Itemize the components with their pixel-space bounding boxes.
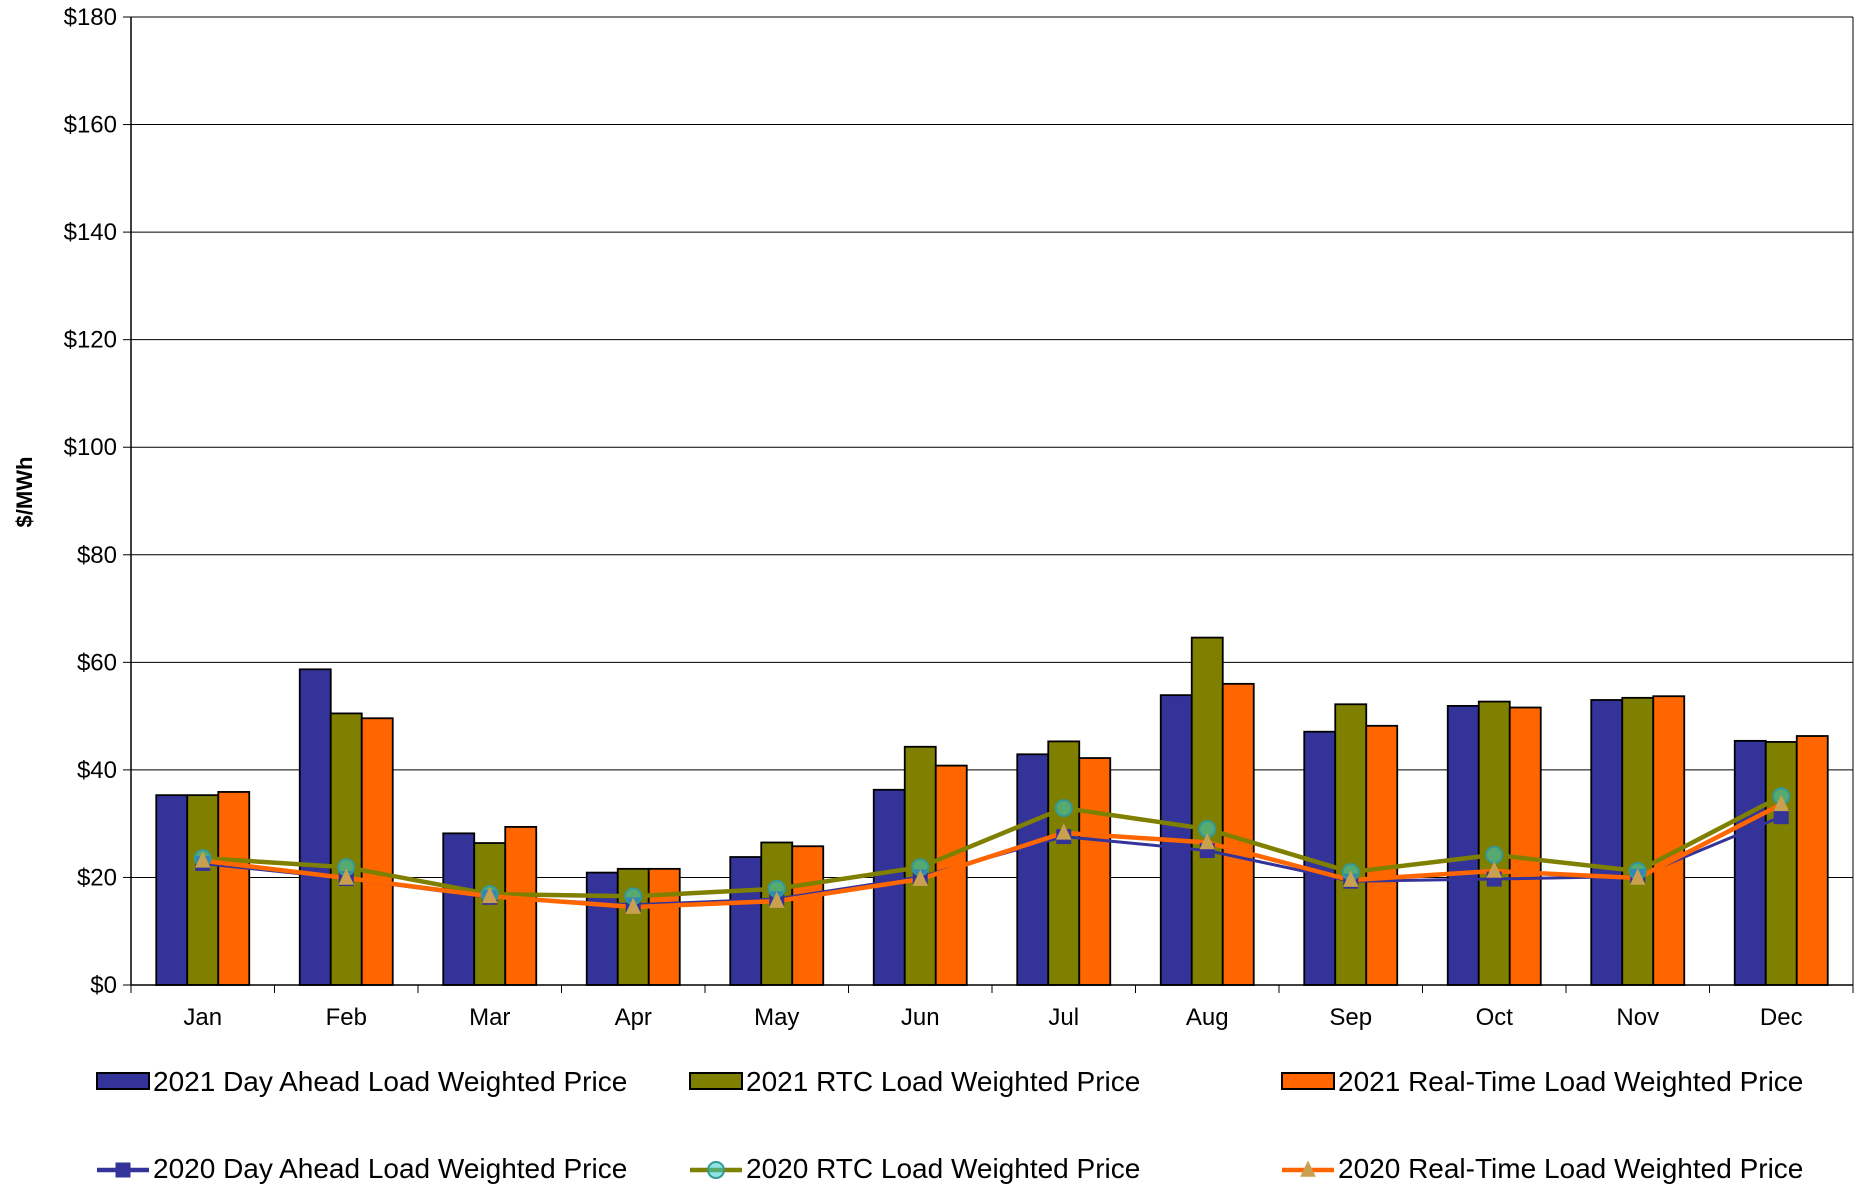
bar bbox=[1621, 696, 1655, 986]
legend-label: 2021 Real-Time Load Weighted Price bbox=[1338, 1066, 1803, 1097]
legend-label: 2020 Day Ahead Load Weighted Price bbox=[153, 1153, 627, 1184]
y-tick-label: $120 bbox=[64, 327, 117, 354]
bar bbox=[791, 845, 825, 986]
bar bbox=[1016, 753, 1050, 986]
legend-swatch bbox=[1281, 1072, 1335, 1090]
marker-triangle bbox=[1199, 832, 1216, 850]
marker-circle bbox=[1054, 799, 1073, 818]
bar bbox=[1047, 740, 1081, 986]
marker-circle bbox=[707, 1161, 725, 1179]
marker-circle bbox=[1485, 845, 1504, 864]
bar bbox=[585, 871, 619, 986]
x-tick-label: Jul bbox=[1048, 1004, 1079, 1031]
x-tick-label: Aug bbox=[1186, 1004, 1229, 1031]
bar bbox=[504, 825, 538, 986]
bar bbox=[1508, 706, 1542, 986]
legend-swatch bbox=[689, 1072, 743, 1090]
marker-square bbox=[1773, 809, 1789, 825]
y-axis-title: $/MWh bbox=[12, 457, 37, 528]
x-tick-label: Nov bbox=[1616, 1004, 1659, 1031]
marker-triangle bbox=[1342, 870, 1359, 887]
bar bbox=[442, 832, 476, 986]
x-tick-label: Apr bbox=[615, 1004, 652, 1031]
y-tick-label: $40 bbox=[77, 757, 117, 784]
bar bbox=[1652, 695, 1686, 986]
marker-triangle bbox=[912, 869, 929, 886]
legend-label: 2021 Day Ahead Load Weighted Price bbox=[153, 1066, 627, 1097]
bar bbox=[1477, 700, 1511, 986]
marker-triangle bbox=[1486, 861, 1503, 878]
legend-swatch bbox=[96, 1072, 150, 1090]
x-tick-label: Mar bbox=[469, 1004, 510, 1031]
y-tick-label: $180 bbox=[64, 4, 117, 31]
x-tick-label: May bbox=[754, 1004, 799, 1031]
marker-triangle bbox=[1629, 868, 1646, 885]
bar bbox=[1078, 757, 1112, 986]
marker-triangle bbox=[1300, 1160, 1316, 1177]
bar bbox=[1764, 741, 1798, 986]
bar bbox=[760, 841, 794, 986]
series-line bbox=[202, 794, 1783, 899]
legend: 2021 Day Ahead Load Weighted Price 2021 R… bbox=[96, 1066, 1803, 1184]
y-tick-label: $60 bbox=[77, 649, 117, 676]
marker-triangle bbox=[481, 886, 498, 904]
legend-label: 2020 RTC Load Weighted Price bbox=[746, 1153, 1140, 1184]
x-tick-label: Dec bbox=[1760, 1004, 1803, 1031]
x-tick-label: Jun bbox=[901, 1004, 940, 1031]
legend-label: 2020 Real-Time Load Weighted Price bbox=[1338, 1153, 1803, 1184]
y-tick-label: $160 bbox=[64, 112, 117, 139]
gridlines bbox=[131, 16, 1853, 986]
bar bbox=[1365, 724, 1399, 986]
marker-triangle bbox=[1773, 794, 1790, 812]
bar bbox=[1334, 703, 1368, 986]
bar bbox=[360, 717, 394, 986]
series-lines bbox=[193, 787, 1791, 914]
bar bbox=[217, 791, 251, 986]
bar bbox=[298, 668, 332, 986]
bar bbox=[1190, 636, 1224, 986]
bar bbox=[616, 867, 650, 986]
y-tick-label: $80 bbox=[77, 542, 117, 569]
bar bbox=[155, 794, 189, 986]
marker-square bbox=[115, 1162, 131, 1178]
marker-triangle bbox=[194, 851, 211, 868]
axes: $0 $20 $40 $60 $80 $100 $120 $140 $160 $180 Jan Feb… bbox=[64, 4, 1854, 1031]
x-tick-label: Jan bbox=[183, 1004, 222, 1031]
x-tick-label: Sep bbox=[1329, 1004, 1372, 1031]
bars bbox=[155, 636, 1829, 986]
bar bbox=[729, 856, 763, 986]
bar bbox=[329, 712, 363, 986]
bar bbox=[1733, 739, 1767, 986]
marker-triangle bbox=[625, 897, 642, 914]
y-tick-label: $100 bbox=[64, 434, 117, 461]
marker-triangle bbox=[338, 868, 355, 885]
x-tick-label: Oct bbox=[1476, 1004, 1514, 1031]
bar bbox=[186, 794, 220, 986]
bar bbox=[934, 764, 968, 986]
bar bbox=[1795, 735, 1829, 986]
y-tick-label: $0 bbox=[90, 972, 117, 999]
bar bbox=[1590, 699, 1624, 986]
y-tick-label: $140 bbox=[64, 219, 117, 246]
x-tick-label: Feb bbox=[326, 1004, 367, 1031]
series-line bbox=[202, 802, 1783, 910]
y-tick-label: $20 bbox=[77, 864, 117, 891]
bar bbox=[1446, 704, 1480, 986]
legend-label: 2021 RTC Load Weighted Price bbox=[746, 1066, 1140, 1097]
bar bbox=[647, 867, 681, 986]
marker-triangle bbox=[1055, 823, 1072, 840]
marker-triangle bbox=[768, 891, 785, 908]
bar bbox=[473, 842, 507, 986]
